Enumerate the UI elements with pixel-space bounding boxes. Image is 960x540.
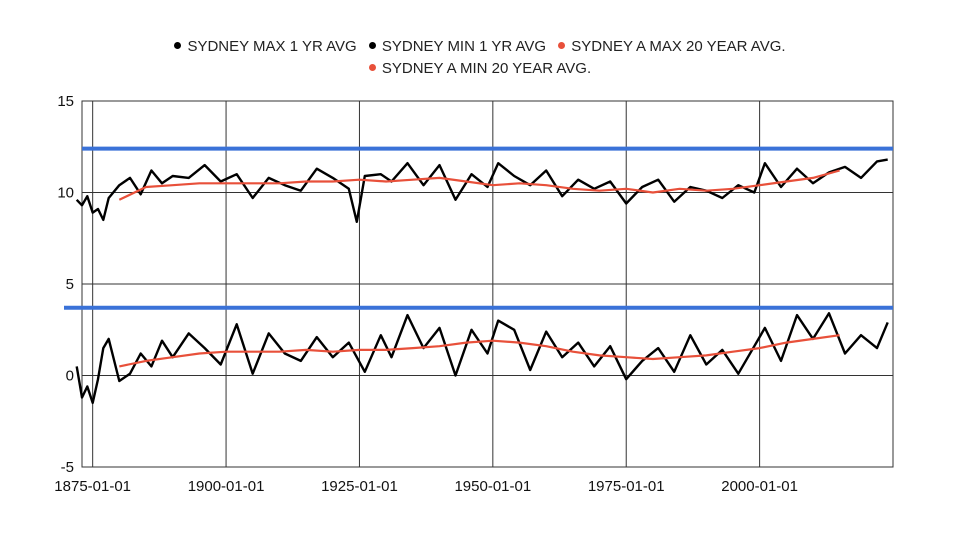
y-tick-label: -5	[61, 459, 74, 476]
legend-item-min-1yr: SYDNEY MIN 1 YR AVG	[368, 36, 547, 58]
legend-row-2: SYDNEY A MIN 20 YEAR AVG.	[0, 58, 960, 80]
legend-row-1: SYDNEY MAX 1 YR AVG SYDNEY MIN 1 YR AVG …	[0, 36, 960, 58]
y-tick-label: 15	[57, 93, 74, 110]
y-tick-label: 0	[66, 368, 74, 385]
x-axis-ticks: 1875-01-01 1900-01-01 1925-01-01 1950-01-01…	[54, 478, 798, 495]
legend-label: SYDNEY MIN 1 YR AVG	[381, 38, 547, 55]
x-tick-label: 1925-01-01	[321, 478, 398, 495]
series-line-3	[118, 169, 840, 201]
reference-lines	[64, 146, 893, 310]
x-tick-label: 2000-01-01	[721, 478, 798, 495]
x-tick-label: 1975-01-01	[588, 478, 665, 495]
legend: SYDNEY MAX 1 YR AVG SYDNEY MIN 1 YR AVG …	[0, 36, 960, 80]
y-tick-label: 5	[66, 276, 74, 293]
legend-item-max-1yr: SYDNEY MAX 1 YR AVG	[174, 36, 357, 58]
x-tick-label: 1950-01-01	[454, 478, 531, 495]
y-tick-label: 10	[57, 185, 74, 202]
legend-dot-red	[558, 42, 566, 49]
series-line-1	[75, 158, 888, 224]
legend-dot-black	[368, 42, 376, 49]
y-axis-ticks: 15 10 5 0 -5	[57, 93, 74, 476]
series-line-2	[75, 312, 889, 405]
legend-label: SYDNEY MAX 1 YR AVG	[187, 38, 357, 55]
x-tick-label: 1900-01-01	[188, 478, 265, 495]
grid	[81, 100, 894, 468]
legend-dot-black	[174, 42, 182, 49]
legend-label: SYDNEY A MAX 20 YEAR AVG.	[571, 38, 786, 55]
legend-label: SYDNEY A MIN 20 YEAR AVG.	[381, 60, 592, 77]
series-group	[75, 158, 889, 405]
legend-item-max-20yr: SYDNEY A MAX 20 YEAR AVG.	[558, 36, 786, 58]
legend-item-min-20yr: SYDNEY A MIN 20 YEAR AVG.	[368, 58, 592, 80]
legend-dot-red	[368, 64, 376, 71]
x-tick-label: 1875-01-01	[54, 478, 131, 495]
series-line-4	[119, 334, 840, 368]
